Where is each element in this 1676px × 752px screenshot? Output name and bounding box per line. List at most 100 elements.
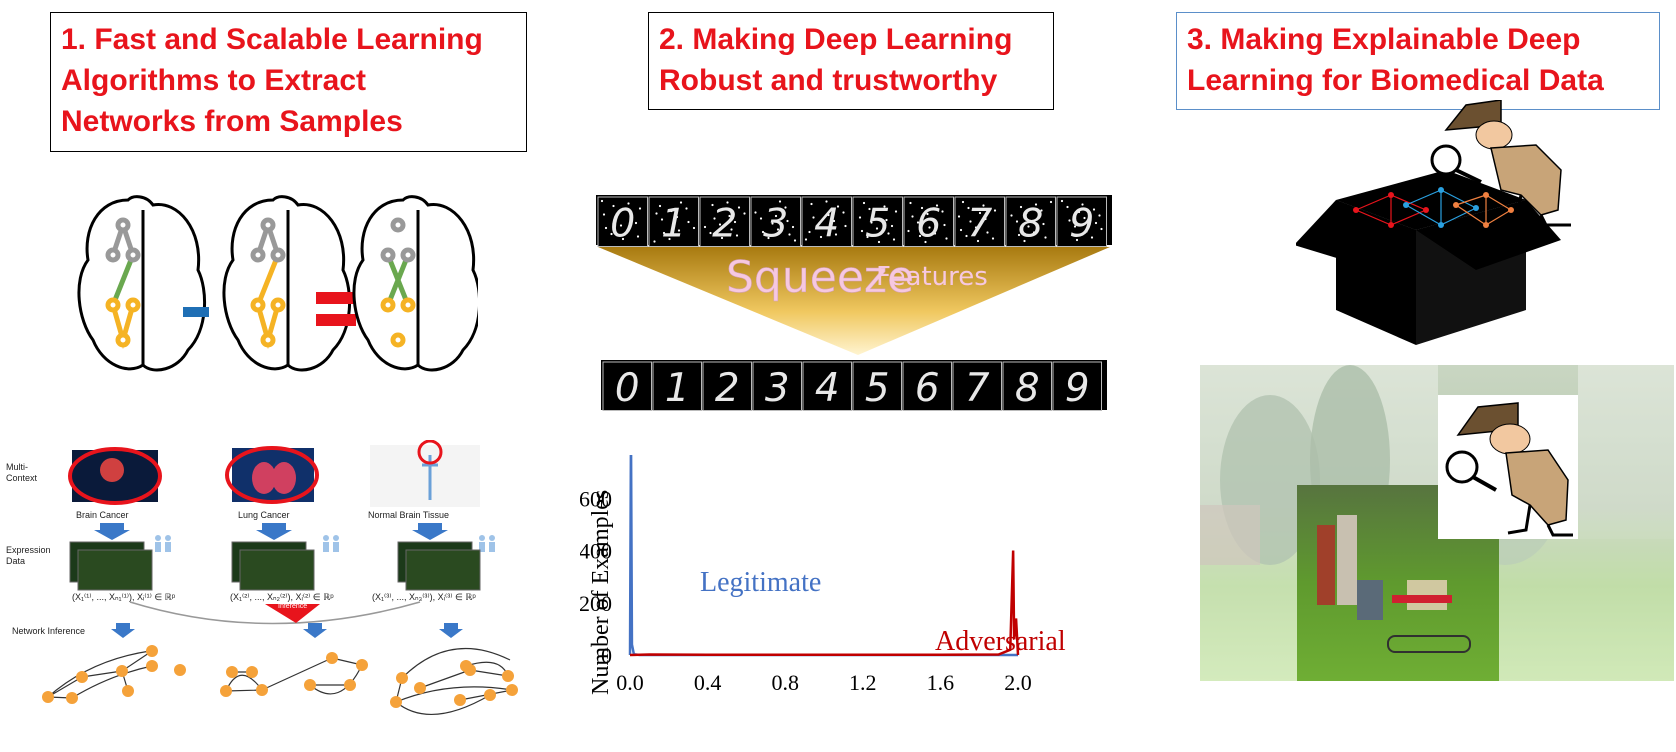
squeeze-word: Squeeze <box>726 252 914 303</box>
normal-brain-tissue-image <box>370 440 480 507</box>
lung-cancer-image <box>225 446 319 504</box>
noise-dot <box>941 210 944 213</box>
x-tick-label: 0.0 <box>616 670 644 695</box>
noise-dot <box>961 200 965 204</box>
faded-overlay <box>1297 365 1438 485</box>
noise-dot <box>916 221 920 224</box>
noise-dot <box>986 231 989 234</box>
digit-cell <box>648 196 699 247</box>
digit-cell <box>1002 361 1052 411</box>
noise-dot <box>1075 238 1079 242</box>
noise-dot <box>737 206 741 209</box>
noise-dot <box>1060 199 1064 203</box>
noise-dot <box>1068 219 1071 222</box>
expression-heatmaps <box>69 541 481 591</box>
noise-dot <box>926 212 929 216</box>
multi-context-label-1: Multi- <box>6 462 28 472</box>
person-figure <box>1337 515 1357 605</box>
title-line: Learning for Biomedical Data <box>1187 64 1604 97</box>
noise-dot <box>638 207 642 210</box>
title-line: Algorithms to Extract <box>61 64 367 97</box>
brain-network-left <box>105 217 141 350</box>
digit-cell <box>903 196 954 247</box>
digit-label: 8 <box>1015 366 1040 411</box>
noise-dot <box>1081 203 1084 206</box>
network-arrows <box>111 623 463 638</box>
digit-label: 2 <box>715 366 740 411</box>
noise-dot <box>1032 231 1036 234</box>
noise-dot <box>866 235 869 239</box>
noise-dot <box>1042 222 1045 226</box>
noise-dot <box>827 213 830 217</box>
noise-dot <box>776 228 780 231</box>
data-formula-3: (X₁⁽³⁾, ..., Xₙ₃⁽³⁾), Xᵢ⁽³⁾ ∈ ℝᵖ <box>372 592 476 602</box>
digit-cell <box>752 361 802 411</box>
noise-dot <box>978 211 982 215</box>
noise-dot <box>974 226 978 229</box>
squeeze-funnel <box>598 247 1110 355</box>
expression-data-label-1: Expression <box>6 545 51 555</box>
noise-dot <box>754 211 757 214</box>
digit-label: 8 <box>1018 201 1043 247</box>
noise-dot <box>887 232 890 235</box>
noise-dot <box>812 216 815 219</box>
network-graph-1 <box>42 645 186 704</box>
noise-dot <box>692 226 696 230</box>
brain-difference-diagram <box>77 195 478 372</box>
digit-label: 1 <box>661 201 686 247</box>
y-tick-label: 600 <box>580 486 612 511</box>
noise-dot <box>677 229 681 232</box>
digit-cell <box>802 361 852 411</box>
noise-dot <box>735 234 739 237</box>
noise-dot <box>1019 205 1023 209</box>
adversarial-series-line <box>629 550 1020 657</box>
noise-dot <box>610 232 613 236</box>
noise-dot <box>761 230 765 234</box>
noise-dot <box>829 227 832 230</box>
brain-outline-left <box>77 195 207 372</box>
noise-dot <box>943 223 946 227</box>
brain-network-middle <box>250 217 286 350</box>
y-tick-label: 0 <box>601 643 612 668</box>
noise-dot <box>982 204 985 207</box>
network-inference-diagram: Multi- Context Expression Data Network I… <box>6 440 518 716</box>
noise-dot <box>875 227 879 230</box>
noise-dot <box>769 208 772 212</box>
noise-dot <box>868 207 871 211</box>
digit-cell <box>699 196 750 247</box>
noise-dot <box>730 228 733 231</box>
digit-label: 7 <box>965 366 990 411</box>
noise-dot <box>685 207 688 210</box>
noise-dot <box>1023 239 1026 243</box>
multi-context-label-2: Context <box>6 473 38 483</box>
noise-dot <box>832 219 836 223</box>
noise-dot <box>1034 203 1038 206</box>
digit-label: 6 <box>916 201 941 247</box>
noise-dot <box>634 221 638 225</box>
noise-dot <box>1049 200 1053 204</box>
digit-cell <box>852 361 902 411</box>
title-line: Robust and trustworthy <box>659 64 998 97</box>
noise-dot <box>662 231 666 235</box>
title-line: 3. Making Explainable Deep <box>1187 23 1581 56</box>
noise-dot <box>786 219 789 223</box>
noise-dot <box>716 209 720 213</box>
y-axis-label: Number of Examples <box>588 490 614 695</box>
noise-dot <box>627 202 630 205</box>
brain-outline-middle <box>222 195 352 372</box>
person-figure <box>1357 580 1383 620</box>
digit-label: 3 <box>763 201 788 247</box>
digit-cell <box>852 196 903 247</box>
noise-dot <box>675 215 679 219</box>
legend-legitimate: Legitimate <box>700 567 821 598</box>
noise-dot <box>993 209 997 212</box>
noise-dot <box>860 229 864 233</box>
noise-dot <box>976 239 980 243</box>
noise-dot <box>791 225 795 229</box>
noise-dot <box>1100 227 1103 231</box>
bicycle-shape <box>1387 635 1471 653</box>
noise-dot <box>924 240 927 244</box>
noise-dot <box>759 217 763 220</box>
faded-overlay <box>1578 365 1674 539</box>
